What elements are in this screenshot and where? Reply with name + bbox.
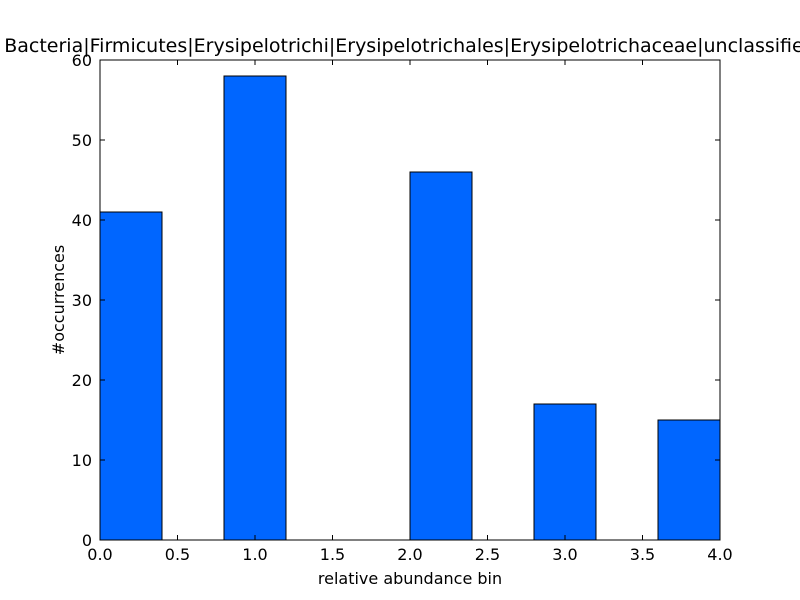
bar-1 — [223, 75, 287, 541]
x-tick-label: 3.5 — [630, 545, 655, 564]
bar-3 — [409, 171, 473, 541]
x-tick-label: 2.5 — [475, 545, 500, 564]
x-tick-label: 2.0 — [397, 545, 422, 564]
y-tick-label: 30 — [72, 291, 92, 310]
x-tick-label: 0.5 — [165, 545, 190, 564]
y-tick-label: 60 — [72, 51, 92, 70]
bar-5 — [657, 419, 721, 541]
x-tick-label: 1.0 — [242, 545, 267, 564]
y-tick-label: 10 — [72, 451, 92, 470]
x-tick-label: 1.5 — [320, 545, 345, 564]
y-tick-label: 20 — [72, 371, 92, 390]
x-axis-ticks: 0.0 0.5 1.0 1.5 2.0 2.5 3.0 3.5 4.0 — [87, 60, 733, 564]
x-tick-label: 0.0 — [87, 545, 112, 564]
y-axis-ticks: 0 10 20 30 40 50 60 — [72, 51, 720, 550]
x-tick-label: 4.0 — [707, 545, 732, 564]
x-tick-label: 3.0 — [552, 545, 577, 564]
bars-group — [99, 75, 721, 541]
y-axis-label: #occurrences — [49, 245, 68, 355]
bar-0 — [99, 211, 163, 541]
chart-title: Bacteria|Firmicutes|Erysipelotrichi|Erys… — [4, 35, 800, 57]
bar-4 — [533, 403, 597, 541]
y-tick-label: 0 — [82, 531, 92, 550]
y-tick-label: 40 — [72, 211, 92, 230]
x-axis-label: relative abundance bin — [318, 569, 502, 588]
y-tick-label: 50 — [72, 131, 92, 150]
